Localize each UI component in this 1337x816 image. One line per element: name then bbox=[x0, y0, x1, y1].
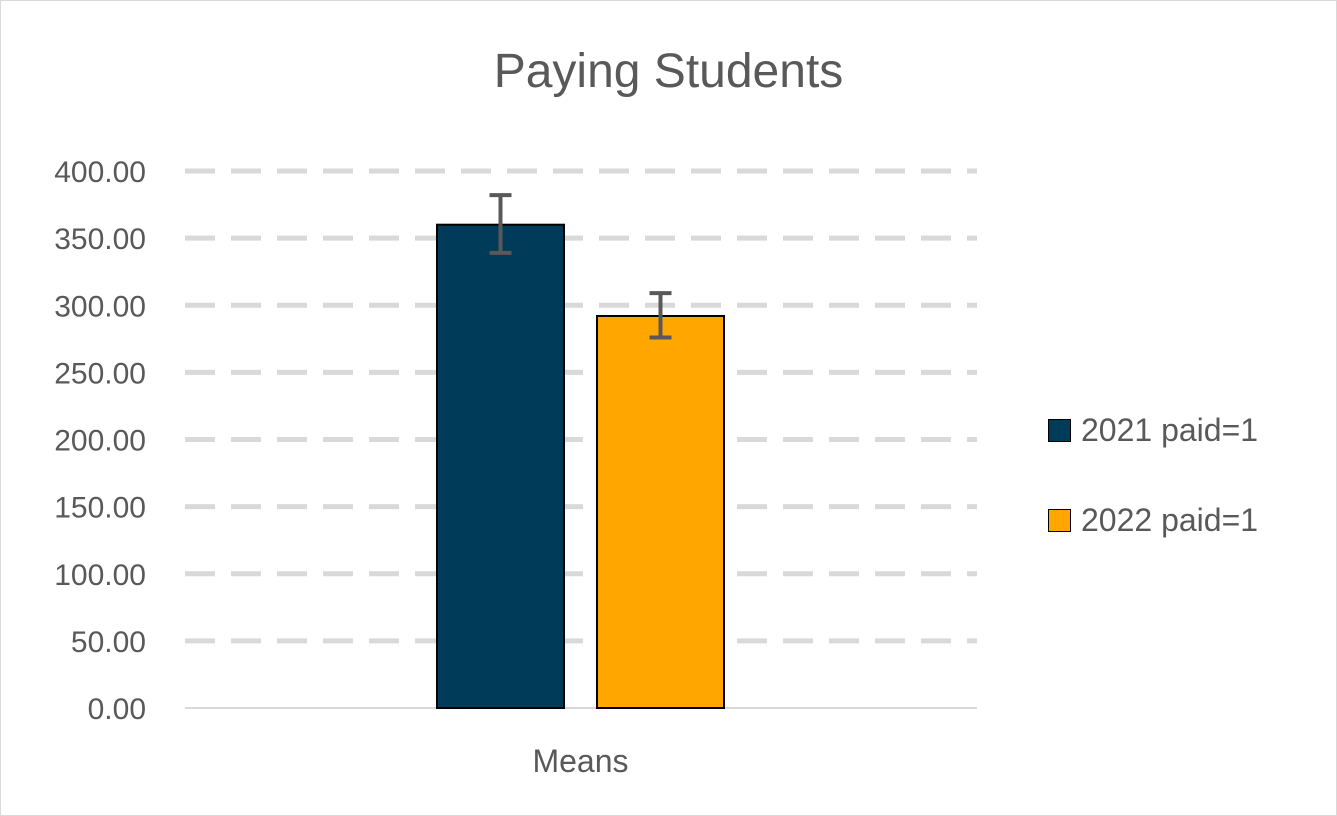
chart-title: Paying Students bbox=[493, 45, 844, 98]
y-tick-label: 400.00 bbox=[54, 156, 146, 189]
legend: 2021 paid=1 2022 paid=1 bbox=[1048, 408, 1258, 588]
legend-swatch-2021 bbox=[1048, 418, 1071, 442]
legend-item-2021: 2021 paid=1 bbox=[1048, 408, 1258, 452]
y-tick-label: 150.00 bbox=[54, 492, 146, 525]
y-tick-label: 50.00 bbox=[71, 626, 146, 659]
legend-swatch-2022 bbox=[1048, 508, 1071, 532]
y-tick-label: 300.00 bbox=[54, 290, 146, 323]
legend-label-2021: 2021 paid=1 bbox=[1081, 411, 1259, 448]
y-tick-label: 250.00 bbox=[54, 357, 146, 390]
y-tick-label: 200.00 bbox=[54, 425, 146, 458]
bar-2022 bbox=[596, 314, 725, 709]
y-tick-label: 100.00 bbox=[54, 559, 146, 592]
y-tick-label: 350.00 bbox=[54, 223, 146, 256]
x-category-label: Means bbox=[532, 743, 628, 779]
legend-label-2022: 2022 paid=1 bbox=[1081, 501, 1259, 538]
bar-2021 bbox=[436, 223, 565, 709]
legend-item-2022: 2022 paid=1 bbox=[1048, 498, 1258, 542]
y-tick-label: 0.00 bbox=[88, 693, 146, 726]
